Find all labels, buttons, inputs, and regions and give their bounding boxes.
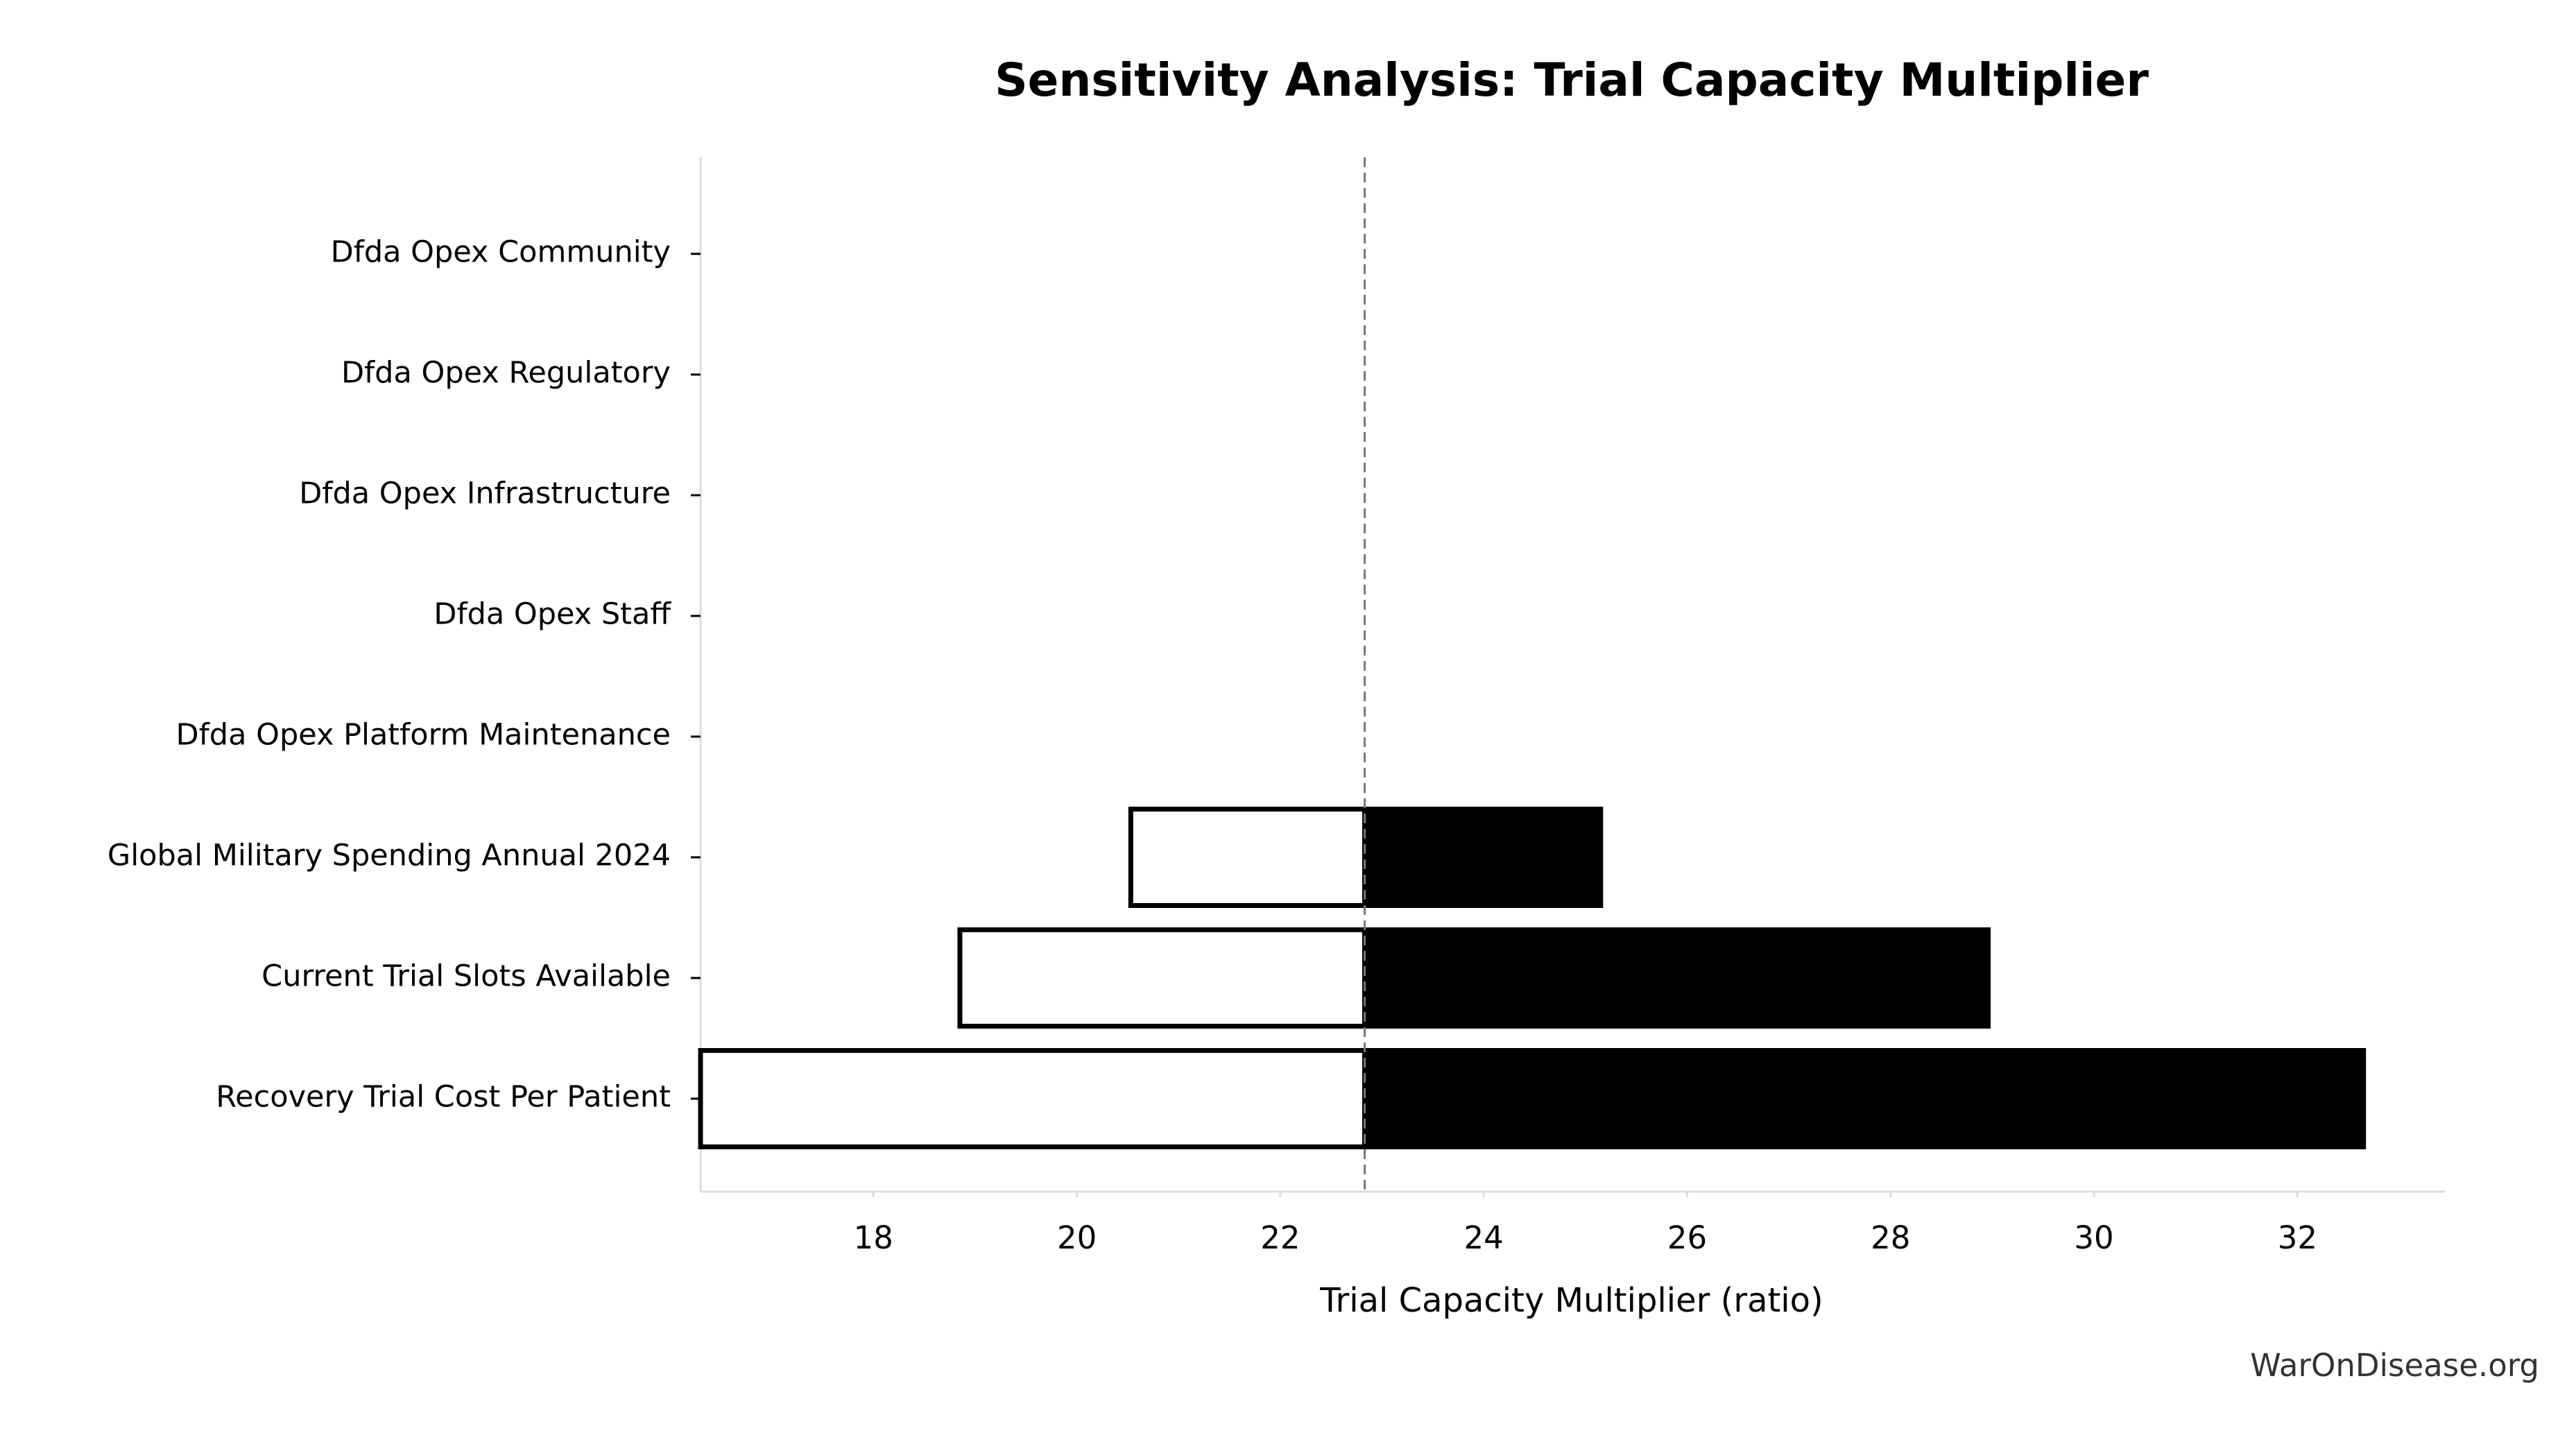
x-axis-label: Trial Capacity Multiplier (ratio)	[1319, 1281, 1823, 1320]
x-tick-label: 22	[1260, 1219, 1300, 1256]
y-tick-label: Dfda Opex Community	[331, 235, 671, 270]
bar	[1128, 807, 1368, 908]
bar	[1362, 1048, 2367, 1149]
bar	[698, 1048, 1368, 1149]
bar	[1362, 807, 1604, 908]
bar	[957, 927, 1368, 1029]
x-tick-label: 26	[1667, 1219, 1707, 1256]
bar	[1362, 927, 1991, 1029]
x-tick-label: 30	[2074, 1219, 2113, 1256]
y-tick-label: Dfda Opex Regulatory	[341, 356, 671, 391]
y-tick-label: Dfda Opex Infrastructure	[299, 477, 671, 511]
x-tick-label: 32	[2278, 1219, 2317, 1256]
x-tick-label: 18	[854, 1219, 893, 1256]
y-tick-label: Global Military Spending Annual 2024	[108, 839, 671, 873]
x-tick-label: 24	[1464, 1219, 1504, 1256]
x-tick-label: 20	[1057, 1219, 1097, 1256]
x-tick-label: 28	[1871, 1219, 1910, 1256]
y-tick-label: Recovery Trial Cost Per Patient	[216, 1080, 671, 1115]
y-tick-label: Dfda Opex Staff	[433, 597, 671, 632]
y-tick-label: Dfda Opex Platform Maintenance	[176, 718, 671, 753]
y-tick-label: Current Trial Slots Available	[261, 959, 671, 994]
footer: WarOnDisease.org	[2250, 1347, 2539, 1384]
chart-title: Sensitivity Analysis: Trial Capacity Mul…	[995, 53, 2149, 107]
